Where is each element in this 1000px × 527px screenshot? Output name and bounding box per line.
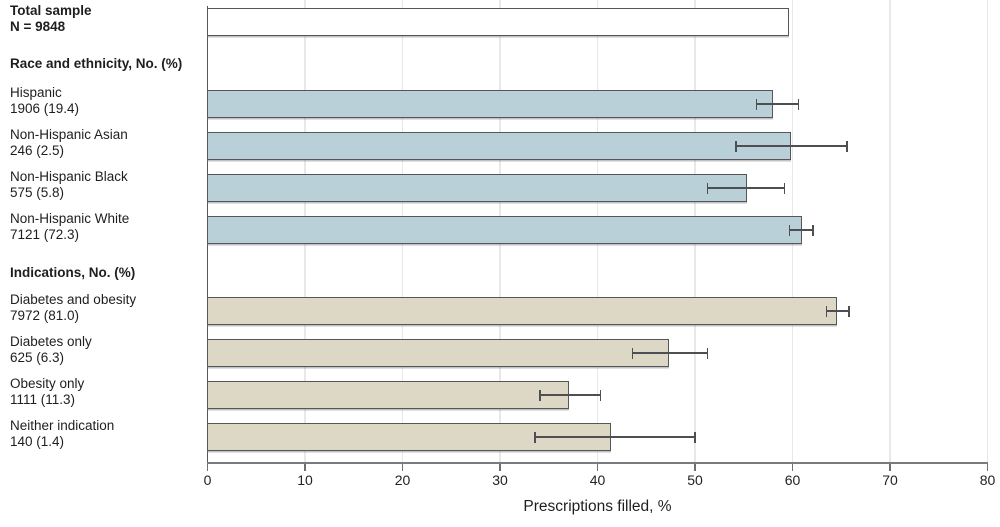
row-sublabel: 140 (1.4) — [10, 434, 65, 449]
x-axis-line — [206, 462, 988, 464]
ci-whisker-line — [632, 352, 708, 354]
ci-whisker-line — [535, 436, 695, 438]
row-sublabel: 575 (5.8) — [10, 185, 65, 200]
x-axis-tick-label-70: 70 — [882, 472, 898, 488]
x-axis-tick-70 — [889, 464, 891, 471]
ci-cap-high — [797, 98, 800, 110]
x-axis-tick-label-80: 80 — [979, 472, 996, 488]
ci-whisker-line — [789, 229, 813, 231]
ci-cap-high — [848, 305, 850, 317]
x-axis-tick-label-50: 50 — [687, 472, 703, 488]
x-axis-tick-label-60: 60 — [784, 472, 801, 488]
ci-cap-low — [534, 431, 536, 443]
ci-cap-low — [825, 305, 828, 317]
ci-whisker-line — [756, 103, 799, 105]
x-axis-tick-label-0: 0 — [203, 472, 212, 488]
row-sublabel: 7121 (72.3) — [10, 227, 80, 242]
ci-cap-high — [812, 224, 814, 236]
ci-cap-high — [846, 140, 848, 152]
ci-cap-high — [783, 182, 786, 194]
x-axis-tick-label-30: 30 — [492, 472, 508, 488]
ci-cap-low — [706, 182, 709, 194]
ci-whisker-line — [735, 145, 848, 147]
bar-diabetes-only — [206, 339, 669, 367]
ci-cap-high — [599, 389, 602, 401]
bar-obesity-only — [206, 381, 570, 409]
ci-cap-low — [735, 140, 737, 152]
ci-whisker-line — [826, 310, 850, 312]
ci-cap-high — [694, 431, 696, 443]
x-axis-tick-50 — [694, 464, 696, 471]
row-label: Total sample — [10, 3, 92, 18]
row-sublabel: 625 (6.3) — [10, 350, 65, 365]
row-label: Non-Hispanic Asian — [10, 127, 128, 142]
gridline-80 — [986, 0, 989, 462]
bar-non-hispanic-asian — [206, 132, 791, 160]
ci-cap-high — [706, 347, 709, 359]
bar-diabetes-and-obesity — [206, 297, 837, 325]
x-axis-tick-label-10: 10 — [297, 472, 313, 488]
ci-cap-low — [631, 347, 634, 359]
gridline-70 — [889, 0, 891, 462]
x-axis-tick-label-20: 20 — [394, 472, 411, 488]
row-label: Obesity only — [10, 376, 85, 391]
row-label: Hispanic — [10, 85, 62, 100]
bar-non-hispanic-black — [206, 174, 747, 202]
row-sublabel: N = 9848 — [10, 19, 66, 34]
bar-non-hispanic-white — [206, 216, 802, 244]
row-label: Diabetes and obesity — [10, 292, 137, 307]
row-label: Diabetes only — [10, 334, 92, 349]
bar-total-sample — [206, 8, 789, 36]
x-axis-tick-30 — [499, 464, 501, 471]
section-header-indications: Indications, No. (%) — [10, 265, 136, 280]
ci-cap-low — [788, 224, 791, 236]
bar-hispanic — [206, 90, 774, 118]
x-axis-title: Prescriptions filled, % — [523, 498, 672, 515]
x-axis-tick-60 — [791, 464, 794, 471]
row-sublabel: 1111 (11.3) — [10, 392, 76, 407]
section-header-race: Race and ethnicity, No. (%) — [10, 56, 183, 71]
x-axis-tick-label-40: 40 — [589, 472, 606, 488]
ci-whisker-line — [707, 187, 785, 189]
x-axis-tick-0 — [206, 464, 209, 471]
row-label: Non-Hispanic Black — [10, 169, 128, 184]
row-sublabel: 1906 (19.4) — [10, 101, 80, 116]
x-axis-tick-40 — [596, 464, 599, 471]
x-axis-tick-10 — [304, 464, 306, 471]
row-label: Non-Hispanic White — [10, 211, 130, 226]
row-sublabel: 7972 (81.0) — [10, 308, 80, 323]
row-label: Neither indication — [10, 418, 115, 433]
x-axis-tick-20 — [401, 464, 404, 471]
row-sublabel: 246 (2.5) — [10, 143, 65, 158]
ci-cap-low — [755, 98, 758, 110]
x-axis-tick-80 — [986, 464, 989, 471]
ci-whisker-line — [539, 394, 601, 396]
ci-cap-low — [539, 389, 541, 401]
